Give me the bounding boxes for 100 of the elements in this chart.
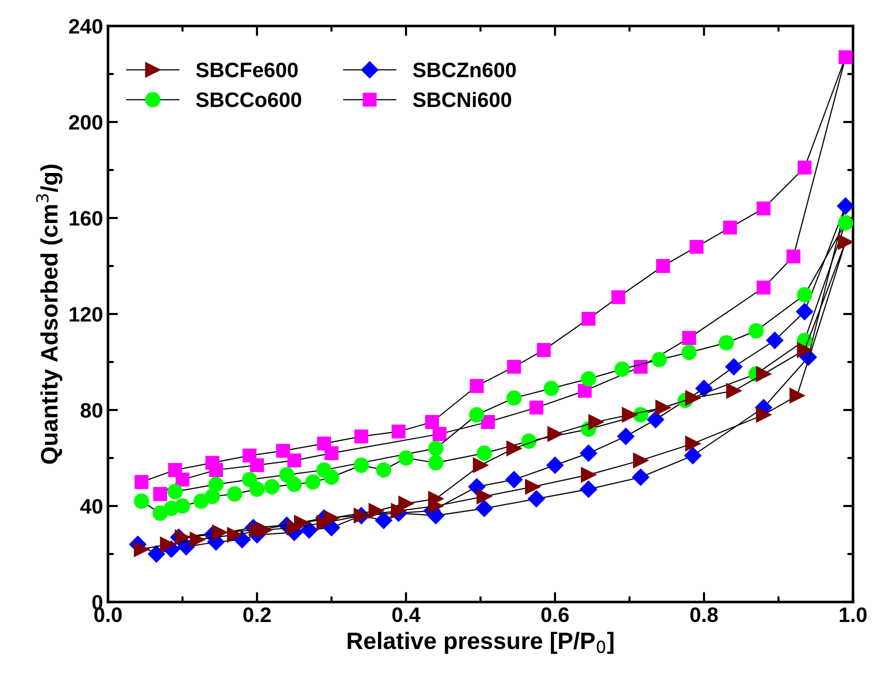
point — [174, 498, 190, 514]
y-tick-label: 80 — [80, 403, 102, 418]
point — [617, 428, 634, 445]
point — [376, 462, 392, 478]
point — [428, 491, 444, 506]
point — [392, 424, 406, 439]
point — [153, 487, 168, 501]
point — [250, 458, 264, 472]
point — [547, 426, 563, 442]
point — [652, 352, 667, 368]
point — [390, 503, 406, 518]
point — [756, 201, 771, 216]
point — [838, 50, 852, 64]
point — [174, 530, 190, 545]
point — [786, 249, 800, 264]
point — [204, 488, 220, 504]
point — [580, 371, 596, 386]
point — [748, 323, 764, 338]
point — [227, 527, 242, 542]
point — [425, 415, 440, 429]
point — [580, 444, 598, 462]
point — [286, 476, 302, 492]
point — [470, 379, 484, 393]
legend-label: SBCCo600 — [196, 92, 302, 108]
point — [789, 388, 805, 404]
point — [582, 312, 596, 326]
point — [611, 290, 626, 304]
point — [398, 450, 414, 466]
point — [837, 197, 853, 215]
y-axis-title: Quantity Adsorbed (cm$^{3}$/g) — [36, 164, 62, 464]
point — [276, 444, 290, 458]
point — [544, 380, 559, 396]
point — [756, 280, 771, 295]
point — [476, 488, 492, 504]
point — [242, 472, 258, 488]
point — [622, 407, 638, 422]
x-tick-label: 1.0 — [840, 607, 867, 622]
y-tick-label: 240 — [69, 19, 102, 34]
point — [432, 427, 446, 441]
point — [287, 453, 302, 468]
point — [690, 240, 704, 254]
point — [546, 456, 564, 474]
point — [209, 463, 223, 477]
point — [469, 407, 484, 422]
point — [685, 390, 700, 406]
point — [580, 467, 596, 482]
y-tick-label: 40 — [80, 499, 102, 514]
point — [647, 411, 664, 428]
point — [249, 482, 265, 497]
point — [476, 500, 493, 517]
point — [796, 342, 812, 358]
point — [684, 447, 702, 464]
point — [324, 446, 338, 460]
x-axis-title: Relative pressure [P/P$_{0}$] — [348, 632, 614, 654]
point — [208, 476, 224, 492]
point — [134, 542, 150, 557]
point — [476, 446, 492, 461]
point — [521, 434, 537, 449]
point — [134, 475, 148, 489]
point — [633, 452, 648, 468]
point — [796, 303, 814, 320]
point — [507, 360, 521, 374]
point — [428, 440, 444, 456]
point — [655, 400, 671, 416]
point — [316, 462, 332, 478]
point — [505, 471, 523, 488]
point — [682, 331, 696, 345]
point — [305, 474, 321, 490]
point — [634, 360, 648, 374]
point — [375, 512, 392, 529]
point — [798, 160, 812, 175]
point — [368, 503, 384, 518]
point — [279, 467, 294, 482]
legend-label: SBCFe600 — [196, 62, 298, 78]
point — [190, 532, 206, 548]
point — [718, 335, 734, 350]
point — [838, 234, 853, 250]
x-tick-label: 0.8 — [690, 607, 718, 622]
legend-label: SBCNi600 — [413, 92, 512, 108]
point — [152, 506, 168, 521]
point — [726, 383, 742, 398]
point — [264, 479, 280, 494]
point — [756, 366, 772, 382]
point — [134, 494, 150, 509]
point — [796, 287, 812, 302]
point — [160, 536, 176, 552]
x-tick-label: 0.2 — [243, 607, 271, 622]
y-tick-label: 160 — [70, 211, 102, 226]
point — [580, 480, 598, 498]
point — [681, 344, 697, 360]
point — [614, 362, 630, 377]
point — [766, 332, 784, 349]
legend-label: SBCZn600 — [413, 62, 516, 78]
x-tick-label: 0.6 — [541, 607, 569, 622]
point — [506, 390, 522, 406]
point — [227, 486, 242, 502]
x-tick-label: 0.4 — [392, 607, 420, 622]
point — [472, 458, 488, 473]
point — [685, 436, 700, 452]
point — [632, 468, 650, 486]
